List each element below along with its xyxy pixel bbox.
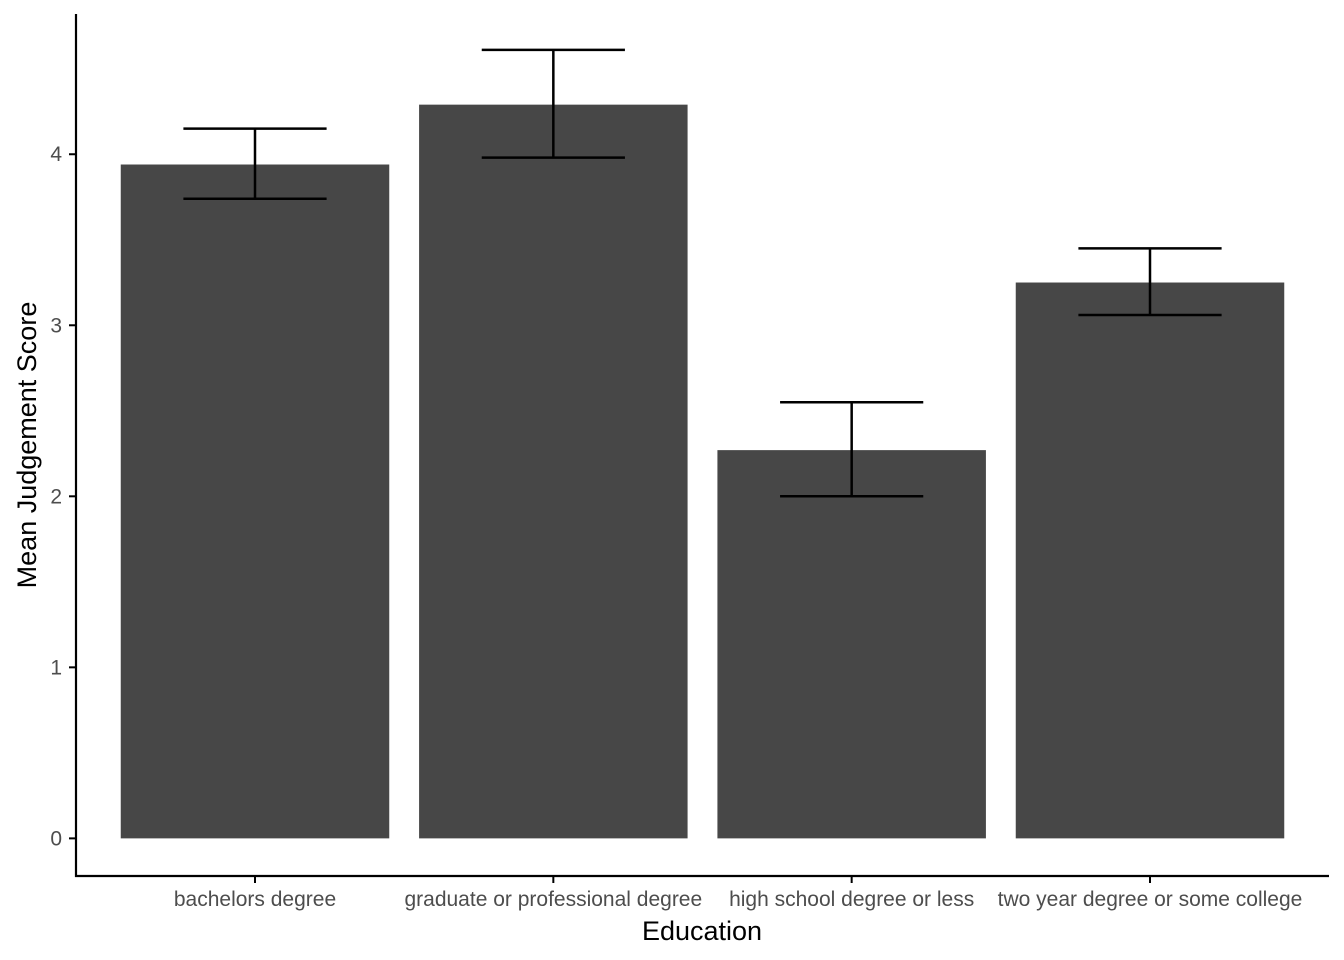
bar-graduate-or-professional-degree	[419, 104, 688, 839]
bar-high-school-degree-or-less	[717, 450, 986, 839]
y-tick-label: 2	[50, 485, 62, 508]
y-axis-title: Mean Judgement Score	[12, 302, 42, 589]
errorbars-layer	[183, 48, 1222, 498]
errorbar-bachelors-degree	[183, 127, 327, 200]
x-axis-title: Education	[642, 916, 762, 946]
y-tick-label: 1	[50, 656, 62, 679]
bar-bachelors-degree	[120, 164, 390, 839]
x-ticks: bachelors degree graduate or professional…	[174, 876, 1302, 911]
x-tick-label: two year degree or some college	[998, 888, 1303, 911]
y-tick-label: 3	[50, 314, 62, 337]
y-tick-label: 4	[50, 143, 62, 166]
bars-layer	[120, 104, 1285, 839]
y-ticks: 0 1 2 3 4	[50, 143, 76, 850]
errorbar-high-school-degree-or-less	[780, 400, 924, 498]
y-tick-label: 0	[50, 827, 62, 850]
x-tick-label: bachelors degree	[174, 888, 336, 911]
bar-two-year-degree-or-some-college	[1015, 282, 1285, 839]
x-tick-label: graduate or professional degree	[404, 888, 702, 911]
errorbar-graduate-or-professional-degree	[481, 48, 625, 159]
errorbar-two-year-degree-or-some-college	[1078, 247, 1222, 317]
x-tick-label: high school degree or less	[729, 888, 974, 911]
